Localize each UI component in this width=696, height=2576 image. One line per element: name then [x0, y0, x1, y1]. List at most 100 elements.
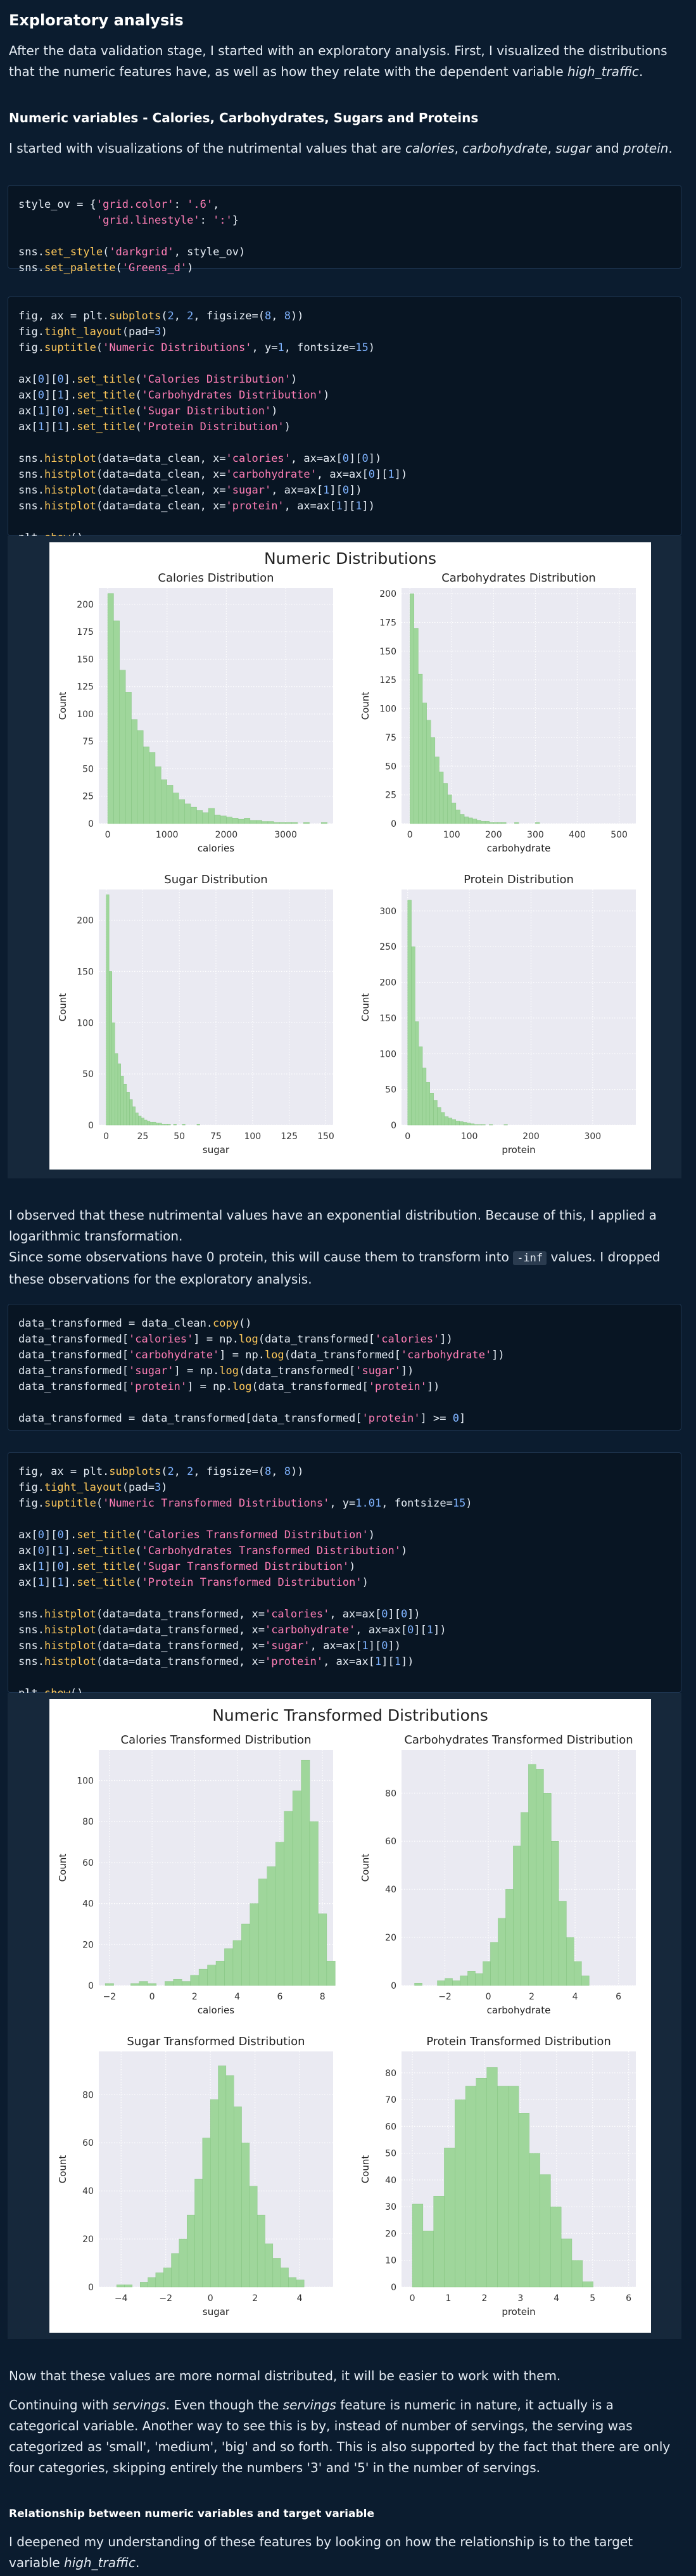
x-tick-label: 300: [527, 830, 544, 840]
s1-protein: protein: [623, 141, 669, 156]
obs-line2-b: values. I dropped these observations for…: [9, 1249, 661, 1287]
y-tick-label: 100: [379, 705, 396, 715]
histogram-bar: [437, 1107, 441, 1126]
histogram-bar: [318, 1913, 327, 1986]
histogram-bar: [460, 814, 465, 824]
histogram-bar: [536, 1769, 544, 1986]
y-axis-label: Count: [360, 993, 371, 1022]
y-tick-label: 0: [88, 2283, 94, 2293]
y-tick-label: 40: [82, 2186, 94, 2197]
histogram-bar: [107, 593, 114, 824]
y-tick-label: 150: [379, 647, 396, 657]
y-tick-label: 60: [82, 2138, 94, 2148]
code-line: [18, 435, 671, 451]
histogram-bar: [483, 1961, 491, 1986]
histogram-bar: [301, 1759, 310, 1986]
y-tick-label: 25: [385, 791, 396, 801]
histogram-bar: [444, 1116, 449, 1126]
code-cell-transform[interactable]: data_transformed = data_clean.copy() data…: [8, 1304, 681, 1431]
histogram-bar: [194, 2178, 203, 2288]
s1-sep2: ,: [547, 141, 556, 156]
x-tick-label: 100: [443, 830, 460, 840]
histogram-bar: [207, 1965, 217, 1986]
histogram-bar: [125, 692, 132, 824]
histogram-bar: [433, 2196, 445, 2288]
x-tick-label: 2: [529, 1992, 535, 2002]
y-tick-label: 50: [82, 1069, 94, 1080]
final-a: I deepened my understanding of these fea…: [9, 2534, 633, 2570]
histogram-bar: [467, 1123, 471, 1126]
s1-text: I started with visualizations of the nut…: [9, 141, 406, 156]
y-tick-label: 70: [385, 2095, 396, 2105]
y-tick-label: 0: [391, 1981, 396, 1991]
x-tick-label: 75: [210, 1132, 222, 1142]
y-tick-label: 150: [77, 654, 94, 665]
histogram-bar: [489, 822, 494, 824]
histogram-bar: [144, 1119, 148, 1126]
x-tick-label: 6: [616, 1992, 621, 2002]
histogram-bar: [433, 1100, 438, 1126]
x-tick-label: 0: [486, 1992, 491, 2002]
code-cell-style[interactable]: style_ov = {'grid.color': '.6', 'grid.li…: [8, 185, 681, 274]
page-title: Exploratory analysis: [9, 11, 184, 29]
y-tick-label: 150: [77, 967, 94, 977]
histogram-bar: [208, 808, 215, 824]
histogram-bar: [218, 2065, 227, 2288]
histogram-bar: [468, 817, 473, 824]
y-tick-label: 25: [82, 792, 94, 802]
serv-b: . Even though the: [165, 2397, 283, 2413]
y-tick-label: 60: [385, 1837, 396, 1847]
section1-paragraph: I started with visualizations of the nut…: [9, 138, 685, 159]
code-line: ax[1][1].set_title('Protein Transformed …: [18, 1576, 369, 1589]
x-tick-label: 0: [410, 2293, 415, 2304]
y-tick-label: 60: [82, 1858, 94, 1868]
x-axis-label: sugar: [203, 2306, 230, 2318]
serv-em1: servings: [112, 2397, 166, 2413]
code-line: fig.tight_layout(pad=3): [18, 1481, 168, 1494]
histogram-bar: [161, 779, 167, 824]
histogram-bar: [167, 1124, 171, 1126]
x-axis-label: calories: [198, 2005, 234, 2016]
code-line: ax[0][1].set_title('Carbohydrates Distri…: [18, 389, 330, 402]
histogram-bar: [119, 670, 126, 824]
histogram-bar: [173, 1124, 177, 1126]
histogram-bar: [566, 1937, 574, 1986]
histogram-bar: [574, 1961, 582, 1986]
code-cell-plot1[interactable]: fig, ax = plt.subplots(2, 2, figsize=(8,…: [8, 296, 681, 544]
histogram-bar: [116, 2285, 125, 2288]
histogram-bar: [173, 1979, 182, 1986]
histogram-bar: [153, 1121, 156, 1126]
y-tick-label: 0: [88, 819, 94, 829]
histogram-bar: [581, 1975, 590, 1986]
histogram-bar: [115, 1053, 118, 1126]
histogram-bar: [414, 1983, 422, 1986]
y-tick-label: 200: [379, 589, 396, 599]
histogram-bar: [505, 1889, 514, 1986]
x-tick-label: 25: [137, 1132, 148, 1142]
x-tick-label: 3000: [274, 830, 297, 840]
histogram-bar: [138, 1116, 142, 1126]
x-tick-label: 0: [103, 1132, 109, 1142]
y-axis-label: Count: [57, 692, 68, 720]
histogram-bar: [497, 822, 502, 824]
histogram-bar: [108, 971, 113, 1126]
histogram-bar: [445, 1978, 453, 1986]
code-line: [18, 1591, 671, 1607]
x-tick-label: 1000: [156, 830, 179, 840]
histogram-bar: [540, 2174, 551, 2288]
histogram-bar: [481, 821, 486, 824]
histogram-bar: [171, 2253, 180, 2288]
y-tick-label: 200: [77, 600, 94, 610]
figure-numeric-distributions: Numeric Distributions 0 1000 2000 3000 0 25 50 7…: [49, 542, 651, 1170]
histogram-bar: [190, 807, 197, 824]
code-line: [18, 514, 671, 530]
histogram-bar: [429, 1093, 434, 1126]
intro-end: .: [638, 64, 643, 79]
y-tick-label: 0: [391, 1121, 396, 1131]
histogram-bar: [155, 2273, 164, 2288]
code-line: data_transformed = data_transformed[data…: [18, 1412, 466, 1425]
code-cell-plot2[interactable]: fig, ax = plt.subplots(2, 2, figsize=(8,…: [8, 1452, 681, 1700]
histogram-bar: [412, 2203, 424, 2288]
y-tick-label: 200: [379, 978, 396, 988]
panel-title: Protein Distribution: [464, 873, 574, 886]
